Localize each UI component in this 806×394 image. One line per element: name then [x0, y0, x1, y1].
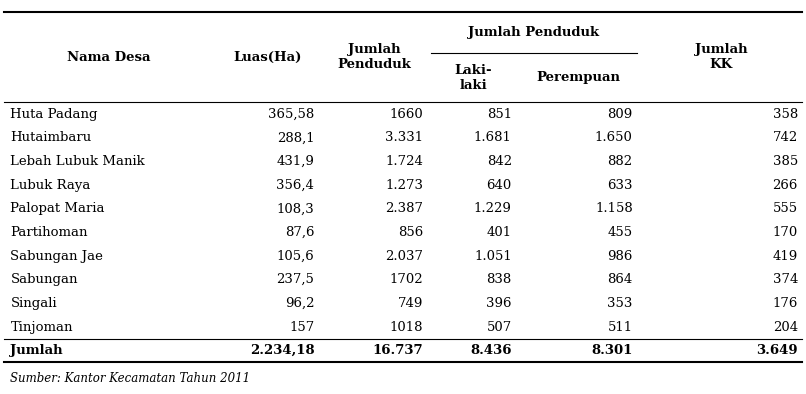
Text: 1660: 1660 — [389, 108, 423, 121]
Text: Jumlah
Penduduk: Jumlah Penduduk — [338, 43, 412, 71]
Text: 455: 455 — [608, 226, 633, 239]
Text: Jumlah
KK: Jumlah KK — [695, 43, 748, 71]
Text: Nama Desa: Nama Desa — [67, 51, 151, 63]
Text: 1.229: 1.229 — [474, 203, 512, 215]
Text: 266: 266 — [773, 179, 798, 191]
Text: 16.737: 16.737 — [372, 344, 423, 357]
Text: 851: 851 — [487, 108, 512, 121]
Text: Hutaimbaru: Hutaimbaru — [10, 132, 92, 144]
Text: 353: 353 — [608, 297, 633, 310]
Text: 882: 882 — [608, 155, 633, 168]
Text: 742: 742 — [773, 132, 798, 144]
Text: Lubuk Raya: Lubuk Raya — [10, 179, 91, 191]
Text: 1.724: 1.724 — [385, 155, 423, 168]
Text: 356,4: 356,4 — [276, 179, 314, 191]
Text: 1.273: 1.273 — [385, 179, 423, 191]
Text: 157: 157 — [289, 321, 314, 333]
Text: 419: 419 — [773, 250, 798, 262]
Text: 1.650: 1.650 — [595, 132, 633, 144]
Text: Sumber: Kantor Kecamatan Tahun 2011: Sumber: Kantor Kecamatan Tahun 2011 — [10, 372, 251, 385]
Text: 856: 856 — [398, 226, 423, 239]
Text: Luas(Ha): Luas(Ha) — [234, 51, 302, 63]
Text: 237,5: 237,5 — [276, 273, 314, 286]
Text: 555: 555 — [773, 203, 798, 215]
Text: Partihoman: Partihoman — [10, 226, 88, 239]
Text: 633: 633 — [607, 179, 633, 191]
Text: 3.649: 3.649 — [756, 344, 798, 357]
Text: Sabungan: Sabungan — [10, 273, 78, 286]
Text: 401: 401 — [487, 226, 512, 239]
Text: 864: 864 — [608, 273, 633, 286]
Text: Tinjoman: Tinjoman — [10, 321, 73, 333]
Text: 2.234,18: 2.234,18 — [250, 344, 314, 357]
Text: 385: 385 — [773, 155, 798, 168]
Text: 358: 358 — [773, 108, 798, 121]
Text: 365,58: 365,58 — [268, 108, 314, 121]
Text: 374: 374 — [773, 273, 798, 286]
Text: 8.301: 8.301 — [592, 344, 633, 357]
Text: 8.436: 8.436 — [471, 344, 512, 357]
Text: 87,6: 87,6 — [285, 226, 314, 239]
Text: 108,3: 108,3 — [276, 203, 314, 215]
Text: 176: 176 — [773, 297, 798, 310]
Text: 1.158: 1.158 — [595, 203, 633, 215]
Text: 396: 396 — [486, 297, 512, 310]
Text: 838: 838 — [487, 273, 512, 286]
Text: 170: 170 — [773, 226, 798, 239]
Text: Sabungan Jae: Sabungan Jae — [10, 250, 103, 262]
Text: 1.051: 1.051 — [474, 250, 512, 262]
Text: 3.331: 3.331 — [385, 132, 423, 144]
Text: 1702: 1702 — [389, 273, 423, 286]
Text: Jumlah Penduduk: Jumlah Penduduk — [468, 26, 600, 39]
Text: 2.037: 2.037 — [385, 250, 423, 262]
Text: Singali: Singali — [10, 297, 57, 310]
Text: 1.681: 1.681 — [474, 132, 512, 144]
Text: 105,6: 105,6 — [276, 250, 314, 262]
Text: 2.387: 2.387 — [385, 203, 423, 215]
Text: 511: 511 — [608, 321, 633, 333]
Text: Lebah Lubuk Manik: Lebah Lubuk Manik — [10, 155, 145, 168]
Text: Palopat Maria: Palopat Maria — [10, 203, 105, 215]
Text: 842: 842 — [487, 155, 512, 168]
Text: 640: 640 — [487, 179, 512, 191]
Text: Perempuan: Perempuan — [536, 71, 621, 84]
Text: 288,1: 288,1 — [276, 132, 314, 144]
Text: 204: 204 — [773, 321, 798, 333]
Text: 431,9: 431,9 — [276, 155, 314, 168]
Text: 507: 507 — [487, 321, 512, 333]
Text: 986: 986 — [608, 250, 633, 262]
Text: Jumlah: Jumlah — [10, 344, 63, 357]
Text: 1018: 1018 — [389, 321, 423, 333]
Text: 96,2: 96,2 — [285, 297, 314, 310]
Text: 749: 749 — [398, 297, 423, 310]
Text: Huta Padang: Huta Padang — [10, 108, 98, 121]
Text: Laki-
laki: Laki- laki — [455, 64, 492, 92]
Text: 809: 809 — [608, 108, 633, 121]
